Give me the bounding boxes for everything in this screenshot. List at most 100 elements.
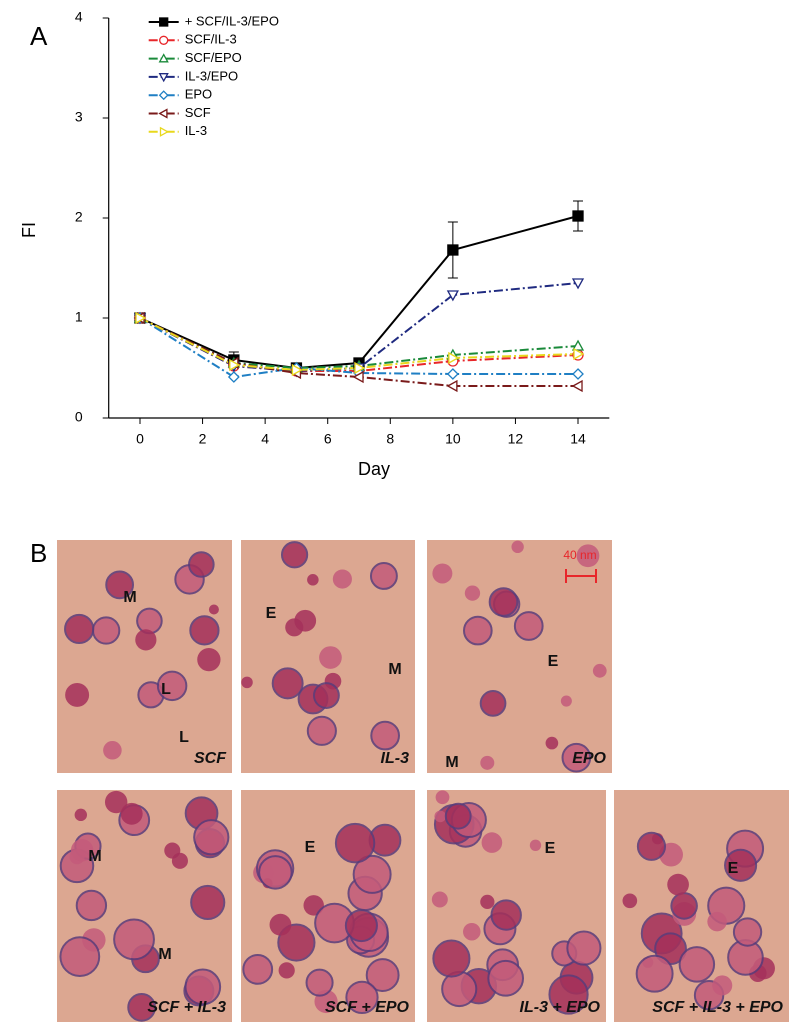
cell [365,958,400,993]
data-marker [159,35,169,45]
micrograph-caption: EPO [572,750,606,767]
cell [65,682,90,707]
cell [269,913,292,936]
scale-bar-label: 40 nm [563,548,596,562]
x-tick-label: 6 [324,431,332,447]
cell [480,755,495,770]
cell [184,968,222,1006]
data-marker [229,358,241,372]
cell [561,742,592,773]
cell [74,808,88,822]
micrograph: EPO E M [427,540,612,773]
x-tick-label: 0 [136,431,144,447]
data-marker [446,368,459,380]
data-marker [571,278,585,290]
cell [294,609,317,632]
x-tick-label: 14 [570,431,586,447]
cell [444,802,472,830]
cell-annotation: M [445,754,458,771]
cell [319,646,342,669]
cell-annotation: E [266,605,277,622]
cell [548,974,589,1015]
data-marker [446,379,458,393]
cell [724,848,758,882]
x-tick-label: 8 [386,431,394,447]
cell [345,980,379,1015]
micrograph: IL-3 + EPO E [427,790,606,1022]
cell [352,854,392,894]
cell [511,540,524,554]
y-tick-label: 2 [75,209,83,225]
data-marker [572,210,584,222]
cell [463,615,493,646]
data-marker [448,351,460,365]
data-marker [446,290,459,302]
data-marker [572,368,584,380]
micrograph-bg [427,540,612,773]
cell [305,968,334,997]
cell [164,842,181,859]
cell [104,790,128,814]
cell [307,574,319,586]
micrograph-caption: SCF + IL-3 + EPO [652,999,783,1016]
cell [670,892,698,920]
cell [622,893,638,909]
cell-annotation: E [728,860,739,877]
cell-annotation: E [548,653,559,670]
cell [103,740,122,760]
cell [635,954,674,993]
cell [431,891,448,908]
cell [732,917,763,947]
cell [513,611,544,641]
micrograph: IL-3 E M [241,540,415,773]
y-tick-label: 3 [75,109,83,125]
cell [370,720,400,751]
cell-annotation: L [179,729,189,746]
cell [59,936,101,978]
cell [712,975,733,996]
cell [481,832,503,853]
cell [127,993,156,1022]
cell [197,647,221,672]
cell [488,587,519,617]
cell [334,822,376,864]
cell [487,959,525,997]
cell [332,569,352,589]
micrograph: SCF + IL-3 + EPO E [614,790,789,1022]
cell [560,695,572,707]
cell [241,676,253,689]
cell [91,616,121,645]
legend-label: IL-3 [185,123,207,138]
cell [313,682,340,709]
data-marker [291,363,303,377]
y-axis-label: FI [19,222,39,238]
cell [188,551,215,578]
cell-annotation: M [88,848,101,865]
series-line [139,317,579,372]
micrograph-caption: IL-3 [381,750,410,767]
cell [576,544,600,568]
cell [344,909,378,943]
micrograph: SCF + EPO E [241,790,415,1022]
micrograph: SCF M L L [57,540,232,773]
cell [156,670,188,702]
series-line [139,215,579,370]
data-marker [352,370,364,384]
cell-annotation: M [388,661,401,678]
data-marker [158,108,168,119]
data-marker [571,339,585,351]
cell [189,615,220,646]
cell [435,790,450,805]
x-tick-label: 2 [199,431,207,447]
micrograph-caption: IL-3 + EPO [520,999,601,1016]
cell [190,884,226,921]
panel-label: A [30,21,48,51]
data-marker [447,244,459,256]
panel-label: B [30,538,47,568]
cell [105,570,135,600]
cell [306,715,337,746]
cell [707,911,727,932]
cell [636,831,667,861]
cell [566,930,602,966]
